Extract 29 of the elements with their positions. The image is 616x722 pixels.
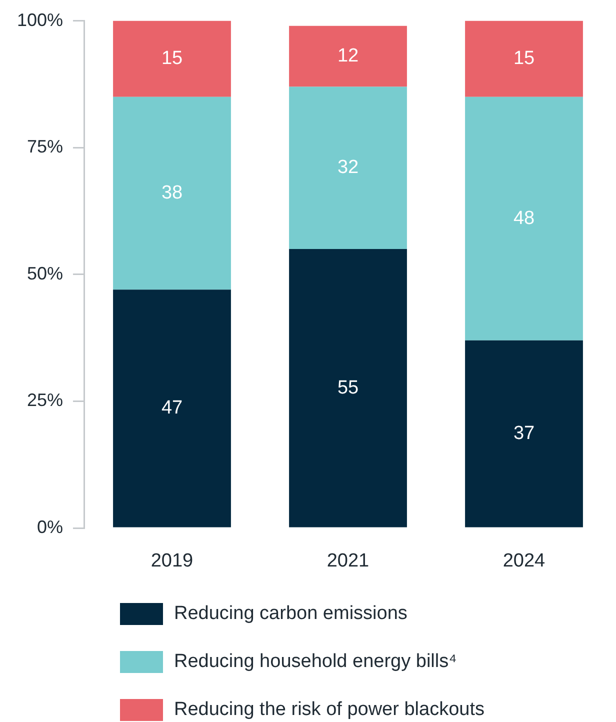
bar — [289, 86, 407, 250]
x-tick-label: 2019 — [150, 550, 194, 572]
data-label: 47 — [161, 398, 183, 419]
x-tick-label: 2021 — [326, 550, 370, 572]
bar — [465, 340, 583, 528]
bar — [113, 290, 231, 528]
y-tick-label: 100% — [16, 10, 63, 30]
data-label: 15 — [161, 48, 183, 70]
data-label: 38 — [161, 182, 183, 204]
legend-label: Reducing carbon emissions — [174, 603, 408, 625]
data-label: 37 — [513, 423, 535, 444]
bar — [465, 96, 583, 340]
data-label: 12 — [337, 46, 359, 67]
data-label: 48 — [513, 208, 535, 229]
data-label: 32 — [337, 157, 359, 178]
y-tick-label: 50% — [26, 263, 63, 284]
x-tick-label: 2024 — [502, 550, 546, 572]
y-tick-label: 75% — [26, 136, 63, 157]
bar — [289, 249, 407, 528]
y-tick-label: 0% — [36, 516, 63, 537]
data-label: 15 — [513, 48, 535, 70]
legend-label: Reducing the risk of power blackouts — [174, 699, 484, 721]
bar — [465, 20, 583, 97]
bar — [289, 26, 407, 87]
y-tick-label: 25% — [26, 390, 63, 410]
data-label: 55 — [337, 377, 359, 398]
bar — [113, 96, 231, 290]
bar — [113, 20, 231, 97]
legend-label: Reducing household energy bills⁴ — [174, 651, 457, 673]
